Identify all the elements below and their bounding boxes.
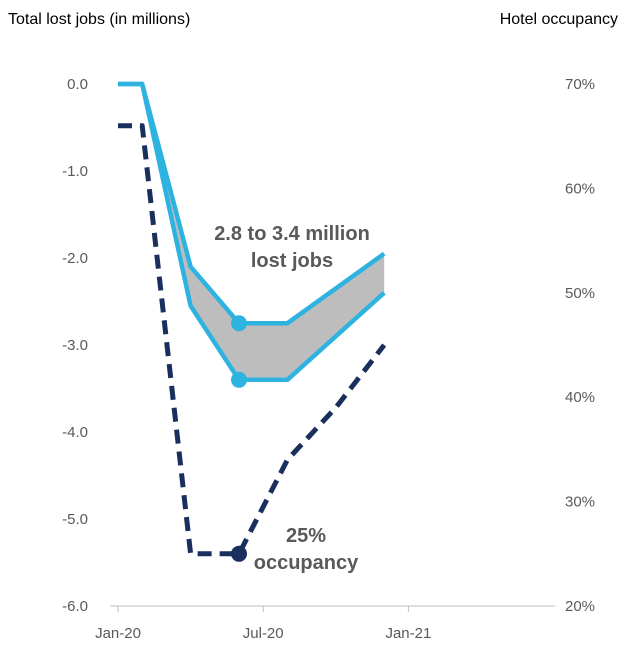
y-left-tick-label: 0.0 xyxy=(67,76,88,93)
x-tick-label: Jan-20 xyxy=(95,625,141,642)
x-tick-label: Jan-21 xyxy=(385,625,431,642)
right-axis-title: Hotel occupancy xyxy=(500,11,618,28)
annotation-1-line-1: 2.8 to 3.4 million xyxy=(214,223,370,245)
y-left-tick-label: -4.0 xyxy=(62,424,88,441)
left-axis-title: Total lost jobs (in millions) xyxy=(8,11,190,28)
range-band xyxy=(118,84,385,380)
y-right-tick-label: 20% xyxy=(565,598,595,615)
y-right-tick-label: 40% xyxy=(565,389,595,406)
data-marker-2 xyxy=(231,371,247,388)
data-marker-1 xyxy=(231,315,247,332)
y-left-tick-label: -6.0 xyxy=(62,598,88,615)
data-marker-3 xyxy=(231,545,247,562)
y-left-tick-label: -3.0 xyxy=(62,337,88,354)
series-line-3 xyxy=(118,123,387,557)
y-left-tick-label: -1.0 xyxy=(62,163,88,180)
series-layer xyxy=(118,81,387,557)
lost-jobs-range-band xyxy=(118,84,385,380)
tick-layer: 0.0 -1.0 -2.0 -3.0 -4.0 -5.0 -6.0 70% 60% 50% 40% 3… xyxy=(62,76,595,642)
annotation-1-line-2: lost jobs xyxy=(251,250,333,272)
annotation-2-line-2: occupancy xyxy=(254,552,359,574)
y-right-tick-label: 70% xyxy=(565,76,595,93)
y-right-tick-label: 30% xyxy=(565,494,595,511)
y-right-tick-label: 50% xyxy=(565,285,595,302)
marker-layer xyxy=(231,315,247,562)
annotation-layer: 2.8 to 3.4 million lost jobs 25% occupancy xyxy=(214,223,370,574)
y-left-tick-label: -5.0 xyxy=(62,511,88,528)
x-tick-label: Jul-20 xyxy=(243,625,284,642)
series-line-2 xyxy=(118,81,386,383)
y-left-tick-label: -2.0 xyxy=(62,250,88,267)
y-right-tick-label: 60% xyxy=(565,180,595,197)
annotation-2-line-1: 25% xyxy=(286,525,326,547)
